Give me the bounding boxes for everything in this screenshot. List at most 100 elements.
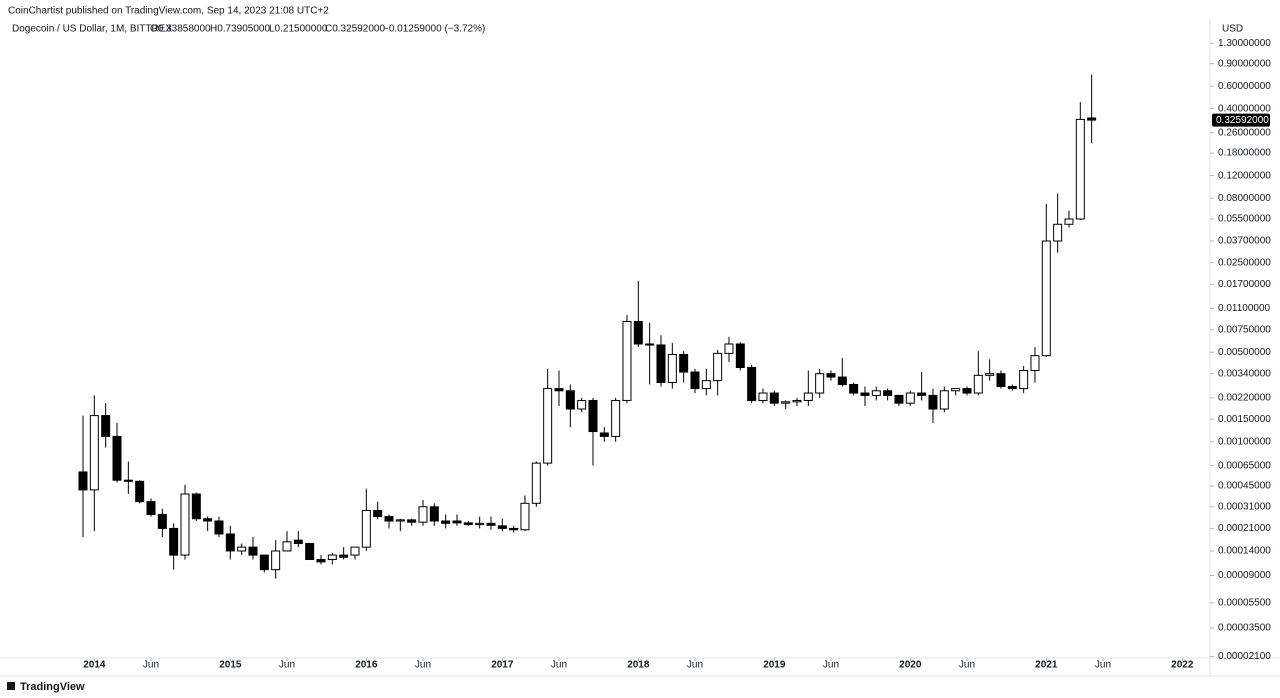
candle [633, 281, 643, 347]
candle [509, 525, 519, 533]
candle-body [293, 539, 303, 545]
candle [339, 547, 349, 560]
candle [452, 514, 462, 526]
candle [554, 370, 564, 407]
y-tick-label: 0.08000000 [1218, 193, 1271, 204]
candle-body [939, 390, 949, 410]
x-tick-label: 2022 [1171, 660, 1194, 671]
x-tick-label: 2014 [83, 660, 106, 671]
candle-body [316, 559, 326, 563]
candle-body [248, 546, 258, 556]
y-tick-label: 0.00100000 [1218, 436, 1271, 447]
candle-body [724, 343, 734, 354]
candle-body [191, 493, 201, 520]
y-tick-label: 0.00003500 [1218, 623, 1271, 634]
candle-body [418, 506, 428, 523]
y-tick-label: 0.26000000 [1218, 127, 1271, 138]
candle-body [554, 388, 564, 392]
candle-body [985, 373, 995, 376]
candle [724, 336, 734, 362]
candle [622, 314, 632, 404]
candle-body [803, 392, 813, 401]
candle [361, 488, 371, 551]
candle [305, 543, 315, 561]
candle [531, 461, 541, 507]
candle-body [815, 373, 825, 394]
candle-body [701, 380, 711, 390]
candle [1087, 74, 1097, 144]
candle [905, 390, 915, 407]
candle-body [747, 366, 757, 401]
candle [78, 415, 88, 537]
candle [259, 554, 269, 573]
candle-body [429, 506, 439, 522]
candle-body [271, 550, 281, 571]
x-tick-label: Jun [687, 660, 703, 671]
candle-body [101, 415, 111, 437]
candle [713, 350, 723, 396]
candle [463, 521, 473, 526]
x-tick-label: 2015 [219, 660, 242, 671]
candle-body [203, 518, 213, 522]
candle-body [89, 415, 99, 491]
candle [1041, 204, 1051, 357]
candle-body [135, 480, 145, 503]
candle-body [951, 388, 961, 392]
candle [860, 386, 870, 407]
y-tick-label: 0.00150000 [1218, 414, 1271, 425]
candle-body [577, 399, 587, 410]
candle [599, 427, 609, 442]
candle [203, 516, 213, 532]
candle-body [883, 390, 893, 396]
candle-body [622, 320, 632, 401]
candle [327, 552, 337, 565]
candle [769, 390, 779, 407]
candle-body [395, 519, 405, 522]
candle [690, 368, 700, 394]
candle-body [520, 502, 530, 531]
candle-body [713, 352, 723, 382]
x-tick-label: 2018 [627, 660, 650, 671]
candle-body [928, 394, 938, 410]
candle-body [361, 509, 371, 548]
header-close: C0.32592000 [325, 24, 385, 35]
candle [146, 498, 156, 517]
y-tick-label: 0.00002100 [1218, 651, 1271, 662]
candle-body [282, 541, 292, 552]
candle-body [871, 390, 881, 396]
x-tick-label: 2016 [355, 660, 378, 671]
x-tick-label: Jun [959, 660, 975, 671]
candle [951, 388, 961, 396]
candle [826, 370, 836, 381]
candle-body [826, 373, 836, 378]
candle [656, 335, 666, 387]
candle [871, 386, 881, 401]
candle [407, 518, 417, 526]
candle-body [962, 388, 972, 394]
y-tick-label: 1.30000000 [1218, 38, 1271, 49]
candle [497, 518, 507, 532]
candle-body [112, 435, 122, 481]
candle [486, 516, 496, 530]
logo: TradingView [7, 681, 85, 693]
x-tick-label: 2017 [491, 660, 514, 671]
candle [112, 422, 122, 483]
candle [543, 368, 553, 466]
candle [101, 403, 111, 448]
candle-body [917, 392, 927, 396]
y-tick-label: 0.01100000 [1218, 303, 1271, 314]
candle-body [259, 554, 269, 571]
candle [180, 484, 190, 560]
y-tick-label: 0.00031000 [1218, 501, 1271, 512]
candle-body [781, 401, 791, 404]
candle [973, 351, 983, 396]
candle-body [599, 432, 609, 437]
y-tick-label: 0.00005500 [1218, 598, 1271, 609]
candle-body [237, 546, 247, 552]
candle-body [146, 501, 156, 515]
candle [985, 359, 995, 381]
candle [248, 536, 258, 560]
candle [271, 540, 281, 579]
candle [735, 342, 745, 371]
